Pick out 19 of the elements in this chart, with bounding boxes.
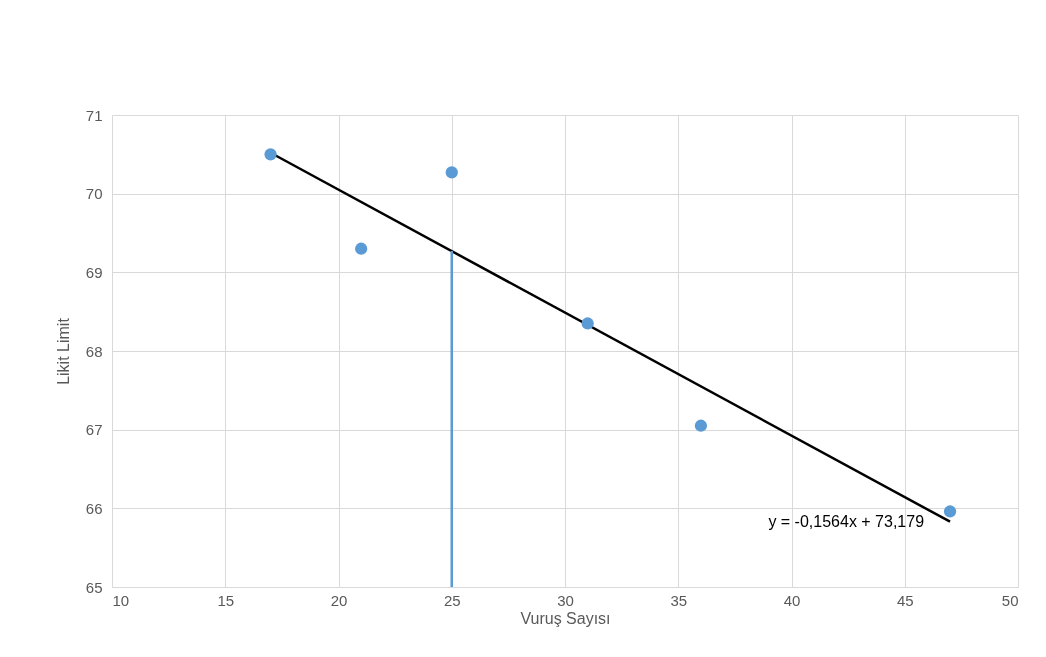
x-tick-label: 10 bbox=[112, 591, 130, 609]
x-tick-label: 30 bbox=[557, 591, 574, 609]
x-tick-label: 25 bbox=[443, 591, 461, 609]
x-tick-label: 45 bbox=[896, 591, 914, 609]
y-tick-label: 69 bbox=[85, 263, 103, 281]
y-tick-label: 65 bbox=[85, 578, 103, 596]
y-tick-label: 71 bbox=[85, 106, 103, 124]
annotation: y = -0,1564x + 73,179 bbox=[768, 512, 925, 530]
x-tick-label: 40 bbox=[783, 591, 801, 609]
x-tick-label: 35 bbox=[670, 591, 688, 609]
y-tick-label: 67 bbox=[85, 421, 103, 439]
y-tick-label: 68 bbox=[85, 342, 103, 360]
y-axis-title: Likit Limit bbox=[54, 317, 72, 385]
x-axis-title: Vuruş Sayısı bbox=[520, 609, 611, 627]
x-tick-label: 50 bbox=[1001, 591, 1019, 609]
x-tick-label: 20 bbox=[330, 591, 348, 609]
y-tick-label: 66 bbox=[85, 499, 103, 517]
y-tick-label: 70 bbox=[85, 185, 103, 203]
x-tick-label: 15 bbox=[217, 591, 235, 609]
